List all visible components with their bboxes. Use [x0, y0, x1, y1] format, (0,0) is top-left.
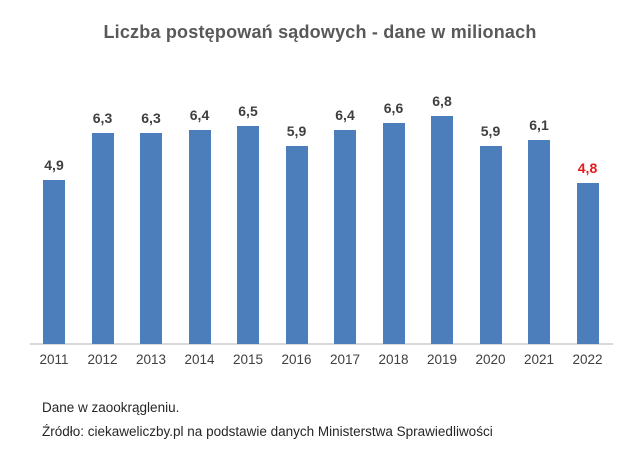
bar-2014 — [188, 130, 211, 344]
bar-2022 — [576, 183, 599, 344]
bar-2011 — [43, 180, 65, 344]
x-axis-tick-label-2020: 2020 — [475, 352, 506, 367]
chart-footnotes: Dane w zaookrągleniu. Źródło: ciekawelic… — [42, 396, 493, 444]
source-note: Źródło: ciekaweliczby.pl na podstawie da… — [42, 424, 493, 439]
bar-2019 — [431, 116, 453, 344]
bar-value-label-2015: 6,5 — [238, 103, 258, 119]
bar-2013 — [140, 133, 162, 344]
bar-value-label-2016: 5,9 — [286, 123, 307, 139]
bar-2020 — [479, 146, 502, 344]
bar-2012 — [91, 133, 114, 344]
bar-2021 — [528, 140, 550, 344]
bar-value-label-2019: 6,8 — [432, 93, 452, 109]
bar-2015 — [237, 126, 259, 344]
bar-2016 — [285, 146, 308, 344]
bar-value-label-2011: 4,9 — [44, 157, 64, 173]
x-axis-tick-label-2014: 2014 — [184, 352, 215, 367]
x-axis-tick-label-2018: 2018 — [378, 352, 409, 367]
bar-2018 — [382, 123, 405, 344]
chart-title: Liczba postępowań sądowych - dane w mili… — [103, 22, 537, 42]
x-axis-tick-label-2013: 2013 — [135, 352, 167, 367]
x-axis-tick-label-2021: 2021 — [523, 352, 555, 367]
x-axis-line — [30, 343, 613, 345]
x-axis-tick-label-2016: 2016 — [281, 352, 312, 367]
x-axis-tick-label-2011: 2011 — [39, 352, 69, 367]
bar-value-label-2021: 6,1 — [529, 117, 549, 133]
bar-value-label-2012: 6,3 — [92, 110, 113, 126]
bar-value-label-2022: 4,8 — [577, 160, 598, 176]
bar-value-label-2014: 6,4 — [189, 107, 210, 123]
bar-value-label-2020: 5,9 — [480, 123, 501, 139]
x-axis-tick-label-2022: 2022 — [572, 352, 603, 367]
bar-value-label-2013: 6,3 — [141, 110, 161, 126]
x-axis-tick-label-2017: 2017 — [329, 352, 361, 367]
rounding-note: Dane w zaookrągleniu. — [42, 400, 180, 415]
bar-value-label-2018: 6,6 — [383, 100, 404, 116]
bar-value-label-2017: 6,4 — [335, 107, 355, 123]
bar-2017 — [334, 130, 356, 344]
x-axis-tick-label-2015: 2015 — [232, 352, 264, 367]
x-axis-tick-label-2019: 2019 — [426, 352, 458, 367]
x-axis-tick-label-2012: 2012 — [87, 352, 118, 367]
